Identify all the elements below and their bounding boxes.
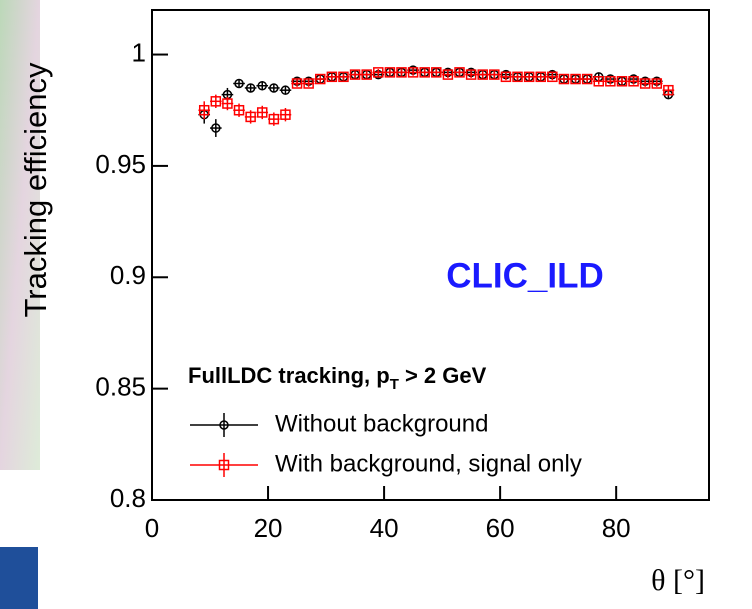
marker	[431, 67, 442, 78]
background-strip	[0, 0, 40, 470]
marker	[361, 69, 372, 80]
marker	[442, 69, 454, 80]
marker	[268, 113, 280, 125]
plot-frame	[151, 9, 710, 501]
marker	[245, 111, 256, 123]
marker	[663, 84, 674, 96]
legend-title: FullLDC tracking, pT > 2 GeV	[188, 363, 487, 393]
marker	[616, 76, 628, 87]
marker	[407, 67, 419, 78]
marker	[198, 104, 210, 116]
marker	[500, 71, 512, 83]
marker	[581, 73, 593, 85]
marker	[558, 73, 570, 85]
marker	[419, 67, 430, 78]
marker	[257, 80, 267, 91]
legend-label: With background, signal only	[275, 450, 582, 477]
legend-title-subscript: T	[390, 376, 399, 393]
marker	[570, 73, 581, 85]
background-block	[0, 547, 38, 609]
marker	[396, 67, 407, 78]
y-tick-label: 0.9	[110, 260, 146, 290]
x-tick-label: 20	[254, 513, 283, 543]
marker	[384, 67, 396, 78]
marker	[280, 85, 291, 95]
marker	[454, 67, 465, 78]
y-tick-label: 0.8	[110, 483, 146, 513]
marker	[605, 76, 616, 87]
marker	[210, 96, 222, 107]
marker	[234, 78, 244, 89]
marker	[465, 69, 477, 80]
marker	[315, 73, 326, 85]
y-tick-label: 0.85	[95, 372, 146, 402]
marker	[535, 71, 546, 83]
y-tick-label: 0.95	[95, 149, 146, 179]
legend-marker	[219, 420, 229, 430]
x-axis-label: θ [°]	[651, 564, 705, 597]
marker	[222, 98, 233, 109]
y-tick-label: 1	[132, 37, 146, 67]
marker	[245, 83, 256, 93]
marker	[211, 123, 221, 133]
marker	[291, 78, 303, 89]
marker	[489, 69, 500, 80]
marker	[303, 78, 314, 89]
marker	[523, 71, 535, 83]
marker	[512, 71, 523, 83]
marker	[651, 78, 663, 89]
marker	[593, 76, 605, 87]
legend-label: Without background	[275, 410, 488, 437]
annotation: CLIC_ILD	[446, 256, 604, 295]
marker	[547, 71, 558, 83]
marker	[349, 69, 361, 80]
x-tick-label: 40	[370, 513, 399, 543]
legend-title-text: FullLDC tracking, p	[188, 363, 390, 388]
marker	[338, 71, 349, 83]
marker	[280, 109, 291, 120]
marker	[373, 67, 384, 78]
marker	[233, 104, 245, 116]
legend-title-suffix: > 2 GeV	[399, 363, 487, 388]
x-tick-label: 80	[602, 513, 631, 543]
marker	[256, 107, 268, 118]
y-axis-label: Tracking efficiency	[18, 62, 53, 317]
marker	[477, 69, 488, 80]
marker	[628, 76, 639, 87]
marker	[639, 78, 651, 89]
marker	[269, 83, 279, 93]
x-tick-label: 0	[145, 513, 159, 543]
marker	[326, 71, 338, 83]
x-tick-label: 60	[486, 513, 515, 543]
legend-marker	[218, 459, 230, 471]
